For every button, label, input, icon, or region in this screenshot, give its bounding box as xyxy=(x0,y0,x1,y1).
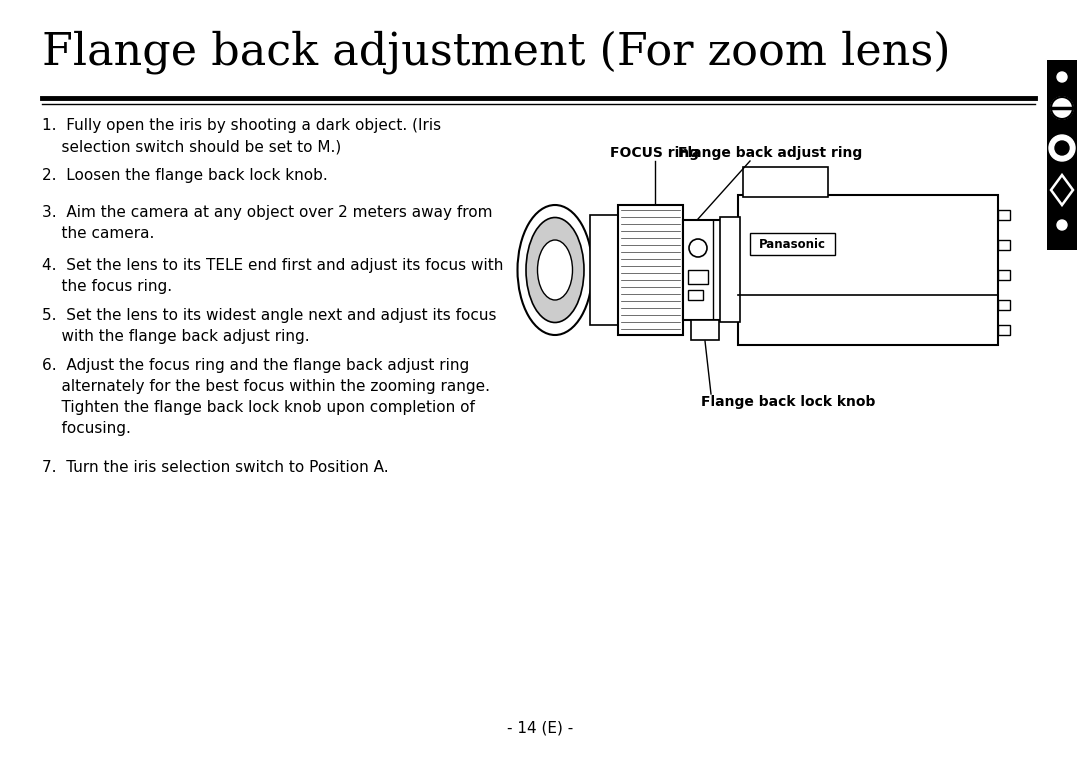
Text: 3.  Aim the camera at any object over 2 meters away from
    the camera.: 3. Aim the camera at any object over 2 m… xyxy=(42,205,492,241)
Bar xyxy=(720,217,740,322)
Bar xyxy=(688,270,708,284)
Bar xyxy=(590,215,620,325)
Bar xyxy=(738,195,998,345)
Text: - 14 (E) -: - 14 (E) - xyxy=(507,720,573,736)
Circle shape xyxy=(1049,135,1075,161)
Ellipse shape xyxy=(517,205,593,335)
Text: Panasonic: Panasonic xyxy=(758,237,825,251)
Bar xyxy=(998,300,1010,310)
Bar xyxy=(998,240,1010,250)
Bar xyxy=(998,325,1010,335)
Text: Flange back adjust ring: Flange back adjust ring xyxy=(678,146,862,160)
Text: 1.  Fully open the iris by shooting a dark object. (Iris
    selection switch sh: 1. Fully open the iris by shooting a dar… xyxy=(42,118,441,154)
Bar xyxy=(998,270,1010,280)
Bar xyxy=(618,205,683,335)
Circle shape xyxy=(1057,72,1067,82)
Text: Flange back adjustment (For zoom lens): Flange back adjustment (For zoom lens) xyxy=(42,30,950,74)
Bar xyxy=(691,320,719,340)
Text: FOCUS ring: FOCUS ring xyxy=(610,146,700,160)
Text: 5.  Set the lens to its widest angle next and adjust its focus
    with the flan: 5. Set the lens to its widest angle next… xyxy=(42,308,497,344)
Ellipse shape xyxy=(538,240,572,300)
Bar xyxy=(1047,60,1077,250)
Circle shape xyxy=(1051,97,1074,119)
Circle shape xyxy=(1057,220,1067,230)
Bar xyxy=(750,233,835,255)
Circle shape xyxy=(1055,141,1069,155)
Text: 4.  Set the lens to its TELE end first and adjust its focus with
    the focus r: 4. Set the lens to its TELE end first an… xyxy=(42,258,503,294)
Bar xyxy=(688,290,703,300)
Text: 7.  Turn the iris selection switch to Position A.: 7. Turn the iris selection switch to Pos… xyxy=(42,460,389,475)
Ellipse shape xyxy=(526,217,584,322)
Bar xyxy=(998,210,1010,220)
Bar xyxy=(683,220,738,320)
Text: Flange back lock knob: Flange back lock knob xyxy=(701,395,876,409)
Bar xyxy=(743,167,828,197)
Text: 2.  Loosen the flange back lock knob.: 2. Loosen the flange back lock knob. xyxy=(42,168,327,183)
Text: 6.  Adjust the focus ring and the flange back adjust ring
    alternately for th: 6. Adjust the focus ring and the flange … xyxy=(42,358,490,436)
